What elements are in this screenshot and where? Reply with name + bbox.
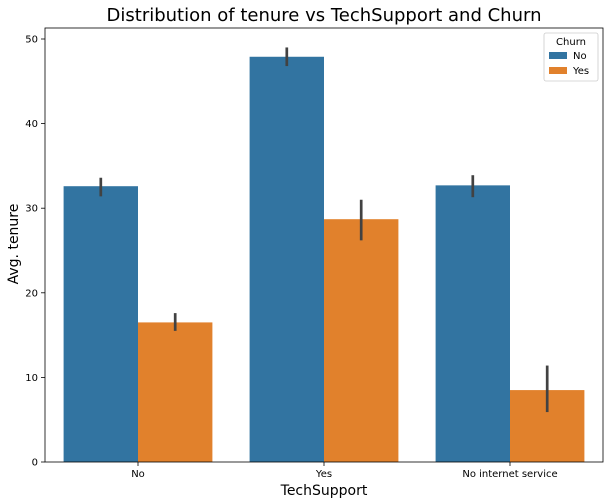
x-tick-label: No (131, 469, 145, 480)
legend-title: Churn (556, 37, 586, 48)
plot-area: 0 10 20 30 40 50 No Yes No internet service (25, 27, 604, 480)
legend-label: Yes (572, 66, 589, 77)
y-axis-label: Avg. tenure (6, 204, 22, 285)
x-tick-label: No internet service (462, 469, 557, 480)
bar (138, 322, 213, 462)
y-tick-label: 0 (32, 458, 38, 469)
bar (63, 186, 138, 462)
legend-swatch (549, 67, 567, 74)
x-axis-label: TechSupport (280, 483, 368, 499)
bar (249, 56, 324, 463)
legend-label: No (573, 51, 587, 62)
legend: Churn No Yes (543, 32, 599, 82)
y-tick-label: 10 (25, 373, 38, 384)
bar (324, 219, 399, 462)
x-tick-label: Yes (315, 469, 332, 480)
y-tick-label: 30 (25, 204, 38, 215)
legend-swatch (549, 52, 567, 59)
y-tick-label: 20 (25, 288, 38, 299)
y-tick-label: 50 (25, 34, 38, 45)
bar (435, 185, 510, 462)
chart-title: Distribution of tenure vs TechSupport an… (107, 5, 542, 26)
y-tick-label: 40 (25, 119, 38, 130)
